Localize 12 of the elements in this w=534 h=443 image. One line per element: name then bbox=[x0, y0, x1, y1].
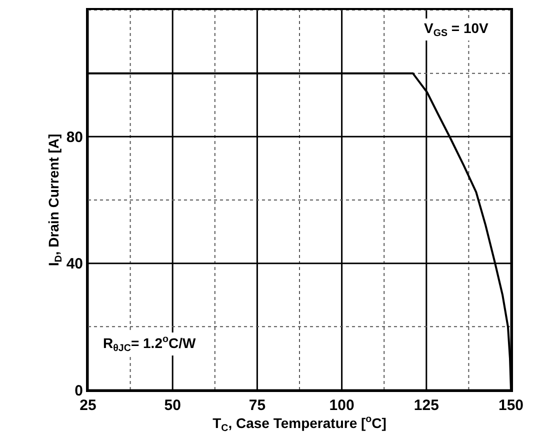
annotation: R$_{θJC}$= 1.2$^{o}$C/W bbox=[103, 334, 196, 354]
x-tick-label: 100 bbox=[329, 397, 354, 414]
y-tick-label: 80 bbox=[66, 128, 83, 146]
annotation: V$_{GS}$ = 10V bbox=[424, 20, 490, 39]
y-tick-label: 0 bbox=[74, 382, 83, 400]
x-tick-label: 125 bbox=[414, 397, 439, 414]
x-axis-title: T$_{C}$, Case Temperature [$^{o}$C] bbox=[212, 414, 386, 434]
x-tick-label: 50 bbox=[164, 397, 181, 414]
x-tick-label: 150 bbox=[498, 397, 524, 414]
y-tick-label: 40 bbox=[66, 256, 83, 273]
x-tick-label: 75 bbox=[248, 397, 266, 414]
x-tick-label: 25 bbox=[80, 397, 96, 414]
